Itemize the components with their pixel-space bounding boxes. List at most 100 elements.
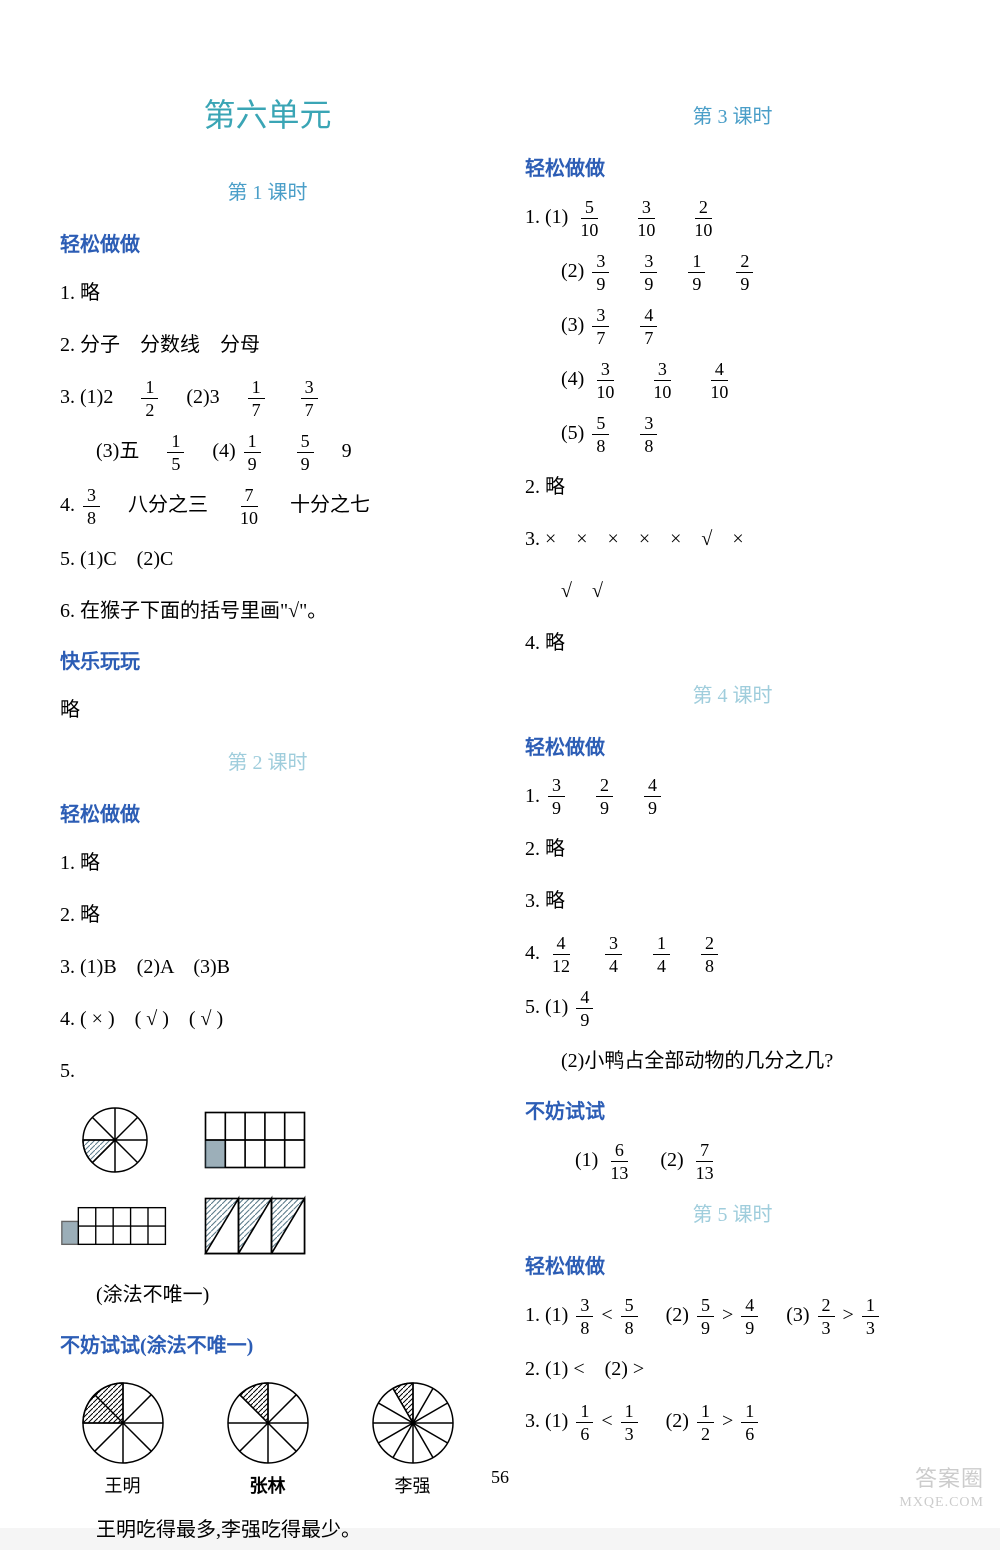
frac: 59 (697, 1296, 714, 1337)
op: > (843, 1304, 859, 1326)
text: (2) (561, 260, 584, 282)
op: > (722, 1304, 738, 1326)
page-number: 56 (0, 1467, 1000, 1488)
frac: 37 (592, 306, 609, 347)
frac: 310 (649, 360, 675, 401)
l2-q5: 5. (60, 1051, 475, 1091)
l5-q2: 2. (1) < (2) > (525, 1349, 940, 1389)
lesson-4-title: 第 4 课时 (525, 679, 940, 708)
l1-q1: 1. 略 (60, 273, 475, 313)
page: 第六单元 第 1 课时 轻松做做 1. 略 2. 分子 分数线 分母 3. (1… (0, 0, 1000, 1528)
section-try-4: 不妨试试 (525, 1095, 940, 1124)
shapes-row-2 (60, 1191, 475, 1261)
frac: 15 (167, 432, 184, 473)
frac: 49 (576, 988, 593, 1029)
frac: 613 (606, 1141, 632, 1182)
frac: 210 (690, 198, 716, 239)
l1-q3: 3. (1)2 12 (2)3 17 37 (60, 377, 475, 419)
frac: 39 (640, 252, 657, 293)
text: 1. (1) (525, 206, 568, 228)
l3-q3: 3. × × × × × √ × (525, 519, 940, 559)
l4-try: (1) 613 (2) 713 (525, 1140, 940, 1182)
l3-q1d: (4) 310 310 410 (525, 359, 940, 401)
left-column: 第六单元 第 1 课时 轻松做做 1. 略 2. 分子 分数线 分母 3. (1… (60, 90, 475, 1488)
l1-q6: 6. 在猴子下面的括号里画"√"。 (60, 591, 475, 631)
text: 1. (1) (525, 1304, 568, 1326)
text: (3) (561, 314, 584, 336)
l1-q2: 2. 分子 分数线 分母 (60, 325, 475, 365)
text: (2) (646, 1410, 689, 1432)
frac: 412 (548, 934, 574, 975)
l1-q5: 5. (1)C (2)C (60, 539, 475, 579)
l2-q1: 1. 略 (60, 843, 475, 883)
frac: 16 (741, 1402, 758, 1443)
text: 八分之三 (108, 494, 228, 516)
frac: 29 (736, 252, 753, 293)
text: 5. (1) (525, 996, 568, 1018)
l4-q5: 5. (1) 49 (525, 987, 940, 1029)
text: (4) (561, 368, 584, 390)
frac: 410 (706, 360, 732, 401)
section-try-2: 不妨试试(涂法不唯一) (60, 1329, 475, 1358)
frac: 19 (688, 252, 705, 293)
judge-symbols: × × × × × √ × (545, 528, 744, 550)
l2-q2: 2. 略 (60, 895, 475, 935)
l3-q4: 4. 略 (525, 623, 940, 663)
text: 1. (525, 785, 545, 807)
shapes-row-1 (60, 1105, 475, 1175)
l3-q3b: √ √ (525, 571, 940, 611)
text: (3) (766, 1304, 809, 1326)
l1-fun: 略 (60, 690, 475, 730)
frac: 59 (297, 432, 314, 473)
bar-shape-icon (60, 1191, 170, 1261)
l3-q1c: (3) 37 47 (525, 305, 940, 347)
l5-q1: 1. (1) 38 < 58 (2) 59 > 49 (3) 23 > 13 (525, 1295, 940, 1337)
frac: 17 (248, 378, 265, 419)
unit-title: 第六单元 (60, 90, 475, 136)
frac: 713 (692, 1141, 718, 1182)
pie-icon (223, 1378, 313, 1468)
op: < (601, 1410, 617, 1432)
l3-q1e: (5) 58 38 (525, 413, 940, 455)
op: > (722, 1410, 738, 1432)
text: (4) (192, 440, 235, 462)
text: 3. (1) (525, 1410, 568, 1432)
section-easy-1: 轻松做做 (60, 228, 475, 257)
text: (2) (646, 1304, 689, 1326)
right-column: 第 3 课时 轻松做做 1. (1) 510 310 210 (2) 39 39… (525, 90, 940, 1488)
text: (2) (640, 1149, 683, 1171)
pie-icon (78, 1378, 168, 1468)
frac: 47 (640, 306, 657, 347)
frac: 38 (83, 486, 100, 527)
l4-q5b: (2)小鸭占全部动物的几分之几? (525, 1041, 940, 1081)
pie-shape-icon (60, 1105, 170, 1175)
lesson-3-title: 第 3 课时 (525, 100, 940, 129)
frac: 58 (621, 1296, 638, 1337)
watermark: 答案圈 MXQE.COM (899, 1465, 984, 1512)
frac: 16 (576, 1402, 593, 1443)
l5-q3: 3. (1) 16 < 13 (2) 12 > 16 (525, 1401, 940, 1443)
frac: 37 (301, 378, 318, 419)
l4-q4: 4. 412 34 14 28 (525, 933, 940, 975)
frac: 23 (818, 1296, 835, 1337)
text: 4. (60, 494, 80, 516)
frac: 39 (592, 252, 609, 293)
text: 9 (322, 440, 352, 462)
lesson-1-title: 第 1 课时 (60, 176, 475, 205)
op: < (601, 1304, 617, 1326)
text: (2)3 (166, 386, 239, 408)
frac: 12 (697, 1402, 714, 1443)
section-easy-5: 轻松做做 (525, 1250, 940, 1279)
section-fun-1: 快乐玩玩 (60, 645, 475, 674)
frac: 310 (592, 360, 618, 401)
l4-q3: 3. 略 (525, 881, 940, 921)
text: 十分之七 (270, 494, 370, 516)
triangle-shape-icon (200, 1191, 310, 1261)
watermark-line2: MXQE.COM (899, 1494, 984, 1512)
frac: 710 (236, 486, 262, 527)
text: (1) (575, 1149, 598, 1171)
l2-q4: 4. ( × ) ( √ ) ( √ ) (60, 999, 475, 1039)
lesson-2-title: 第 2 课时 (60, 746, 475, 775)
l1-q3b: (3)五 15 (4) 19 59 9 (60, 431, 475, 473)
frac: 13 (621, 1402, 638, 1443)
